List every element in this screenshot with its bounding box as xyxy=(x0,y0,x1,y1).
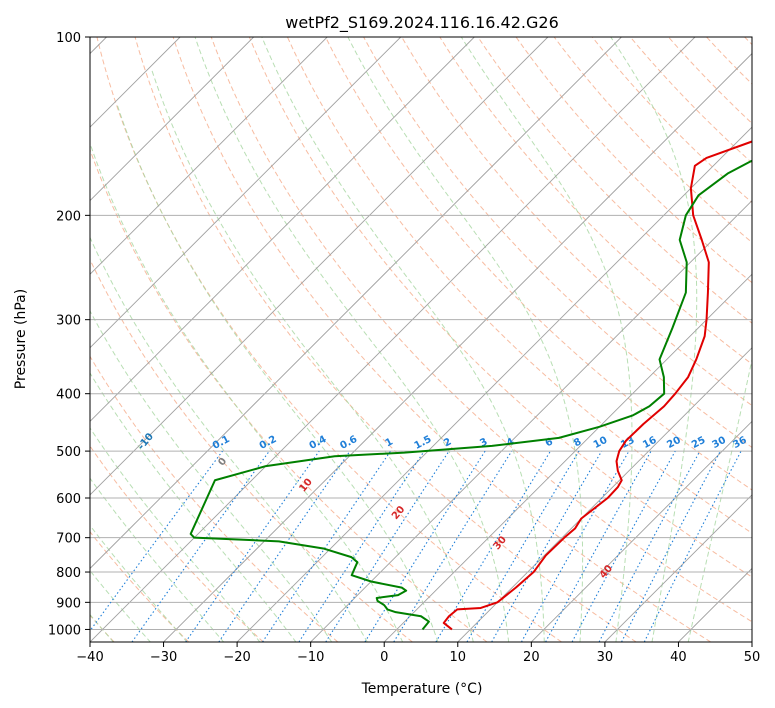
x-tick-label: −10 xyxy=(297,650,324,665)
isotherm-line xyxy=(531,420,752,642)
x-tick-label: −30 xyxy=(150,650,177,665)
mixing-ratio-line xyxy=(520,450,630,642)
dry-adiabat-line xyxy=(325,37,752,491)
y-tick-label: 600 xyxy=(56,492,81,507)
isotherm-line xyxy=(236,126,752,642)
moist-adiabat-line xyxy=(261,37,545,642)
mixing-ratio-line xyxy=(218,450,351,642)
mixing-ratio-label: 8 xyxy=(572,436,583,449)
y-tick-label: 800 xyxy=(56,566,81,581)
mixing-ratio-line xyxy=(545,450,652,642)
moist-adiabat-line xyxy=(90,427,261,642)
plot-frame xyxy=(89,36,753,643)
x-tick-label: 40 xyxy=(670,650,687,665)
y-tick-label: 900 xyxy=(56,596,81,611)
mixing-ratio-label: 3 xyxy=(478,436,489,449)
dry-adiabat-line xyxy=(90,148,488,642)
mixing-ratio-line xyxy=(90,450,223,632)
dry-adiabat-line xyxy=(90,531,190,642)
x-axis-label: Temperature (°C) xyxy=(361,681,483,697)
moist-adiabat-line xyxy=(610,37,698,642)
mixing-ratio-line xyxy=(571,450,676,642)
dry-adiabat-line xyxy=(248,37,752,578)
dry-adiabat-line xyxy=(210,37,752,623)
x-tick-label: 10 xyxy=(450,650,467,665)
y-tick-label: 400 xyxy=(56,388,81,403)
mixing-ratio-line xyxy=(131,450,270,642)
dry-adiabat-line xyxy=(90,355,339,642)
y-tick-label: 1000 xyxy=(48,623,81,638)
dry-adiabat-line xyxy=(515,37,752,284)
mixing-ratio-line xyxy=(298,450,425,642)
temperature-profile-line xyxy=(442,140,752,631)
isotherm-line xyxy=(90,37,475,422)
y-tick-label: 700 xyxy=(56,532,81,547)
isotherm-line xyxy=(90,37,254,202)
isotherm-line xyxy=(604,494,752,642)
mixing-ratio-line xyxy=(325,450,450,642)
x-tick-label: 20 xyxy=(523,650,540,665)
moist-adiabat-line xyxy=(194,37,510,642)
x-tick-label: −40 xyxy=(76,650,103,665)
isotherm-line xyxy=(90,37,696,642)
isotherm-line xyxy=(90,37,622,570)
x-tick-label: 50 xyxy=(744,650,761,665)
dry-adiabat-line xyxy=(134,37,637,642)
y-axis-label: Pressure (hPa) xyxy=(13,289,29,389)
dewpoint-profile-line xyxy=(189,159,752,631)
mixing-ratio-line xyxy=(262,450,391,642)
moist-adiabat-line xyxy=(347,37,584,642)
moist-adiabat-line xyxy=(687,357,752,642)
mixing-ratio-line xyxy=(393,450,513,642)
isotherm-line xyxy=(90,37,549,496)
moist-adiabat-line xyxy=(151,70,474,642)
x-tick-label: 0 xyxy=(380,650,388,665)
dry-adiabat-line xyxy=(401,37,752,407)
axes: −40 −30 −20 −10 0 10 20 30 40 50 100 200 300 400 500 60… xyxy=(48,31,760,665)
mixing-ratio-line xyxy=(643,450,742,642)
isotherm-line xyxy=(90,37,402,349)
isotherm-line xyxy=(310,200,752,642)
mixing-ratio-line xyxy=(185,450,320,642)
y-tick-label: 300 xyxy=(56,314,81,329)
dry-adiabat-line xyxy=(477,37,752,324)
mixing-ratio-label: 6 xyxy=(544,436,555,449)
isotherm-line xyxy=(90,37,328,275)
dry-adiabat-line xyxy=(90,445,264,642)
y-tick-label: 500 xyxy=(56,445,81,460)
mixing-ratio-label: 1 xyxy=(384,436,395,449)
isotherm-line xyxy=(457,347,752,642)
dry-adiabat-line xyxy=(172,37,712,642)
isotherm-line xyxy=(383,273,752,642)
y-tick-label: 100 xyxy=(56,31,81,46)
x-tick-label: 30 xyxy=(597,650,614,665)
mixing-ratio-label: 2 xyxy=(442,436,453,449)
y-tick-label: 200 xyxy=(56,209,81,224)
chart-title: wetPf2_S169.2024.116.16.42.G26 xyxy=(285,13,559,33)
x-tick-label: −20 xyxy=(223,650,250,665)
plot-area: 0.10.20.40.611.52346810131620253036-100-… xyxy=(90,37,752,642)
moist-adiabat-line xyxy=(90,309,333,642)
